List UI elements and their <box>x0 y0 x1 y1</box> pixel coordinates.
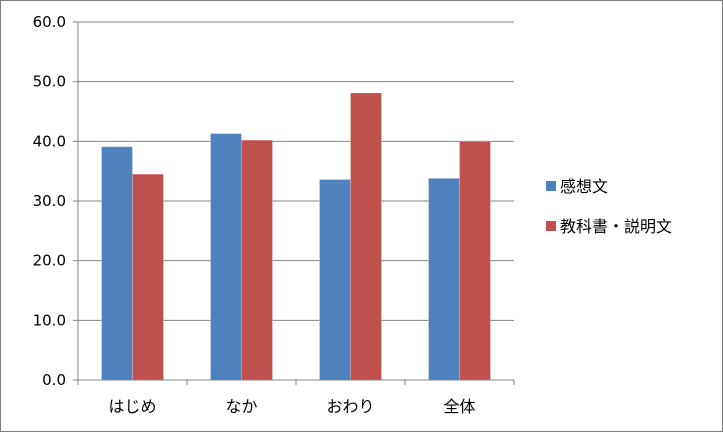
bar-series1-0 <box>101 146 133 381</box>
y-tick-label: 60.0 <box>33 13 66 31</box>
legend-label: 教科書・説明文 <box>560 217 672 236</box>
bars <box>101 92 491 381</box>
y-tick-label: 30.0 <box>33 192 66 210</box>
y-tick-label: 10.0 <box>33 311 66 329</box>
bar-series1-3 <box>428 177 460 381</box>
legend-item: 感想文 <box>546 177 608 196</box>
x-tick-label: はじめ <box>108 397 156 416</box>
y-tick-labels: 0.0 10.0 20.0 30.0 40.0 50.0 60.0 <box>33 13 66 389</box>
bar <box>132 174 164 380</box>
y-tick-label: 0.0 <box>42 371 66 389</box>
bar <box>350 93 382 381</box>
bar-series2-1 <box>241 139 273 381</box>
bar-series2-2 <box>350 92 382 381</box>
x-tick-labels: はじめ なか おわり 全体 <box>108 397 475 416</box>
bar <box>241 140 273 380</box>
bar <box>319 179 351 380</box>
legend-label: 感想文 <box>560 177 608 196</box>
bar <box>428 178 460 380</box>
y-tick-label: 20.0 <box>33 252 66 270</box>
bar-series2-0 <box>132 173 164 381</box>
bar-series1-2 <box>319 179 351 381</box>
legend-swatch <box>546 181 556 191</box>
bar-series1-1 <box>210 133 242 381</box>
y-tick-label: 40.0 <box>33 132 66 150</box>
axes <box>73 21 515 385</box>
legend-item: 教科書・説明文 <box>546 217 672 236</box>
bar <box>101 146 133 380</box>
x-tick-label: 全体 <box>443 397 475 416</box>
bar-series2-3 <box>459 140 491 381</box>
x-tick-label: なか <box>225 397 257 416</box>
bar <box>459 141 491 380</box>
x-tick-label: おわり <box>326 397 374 416</box>
y-tick-label: 50.0 <box>33 73 66 91</box>
bar <box>210 133 242 380</box>
legend-swatch <box>546 221 556 231</box>
